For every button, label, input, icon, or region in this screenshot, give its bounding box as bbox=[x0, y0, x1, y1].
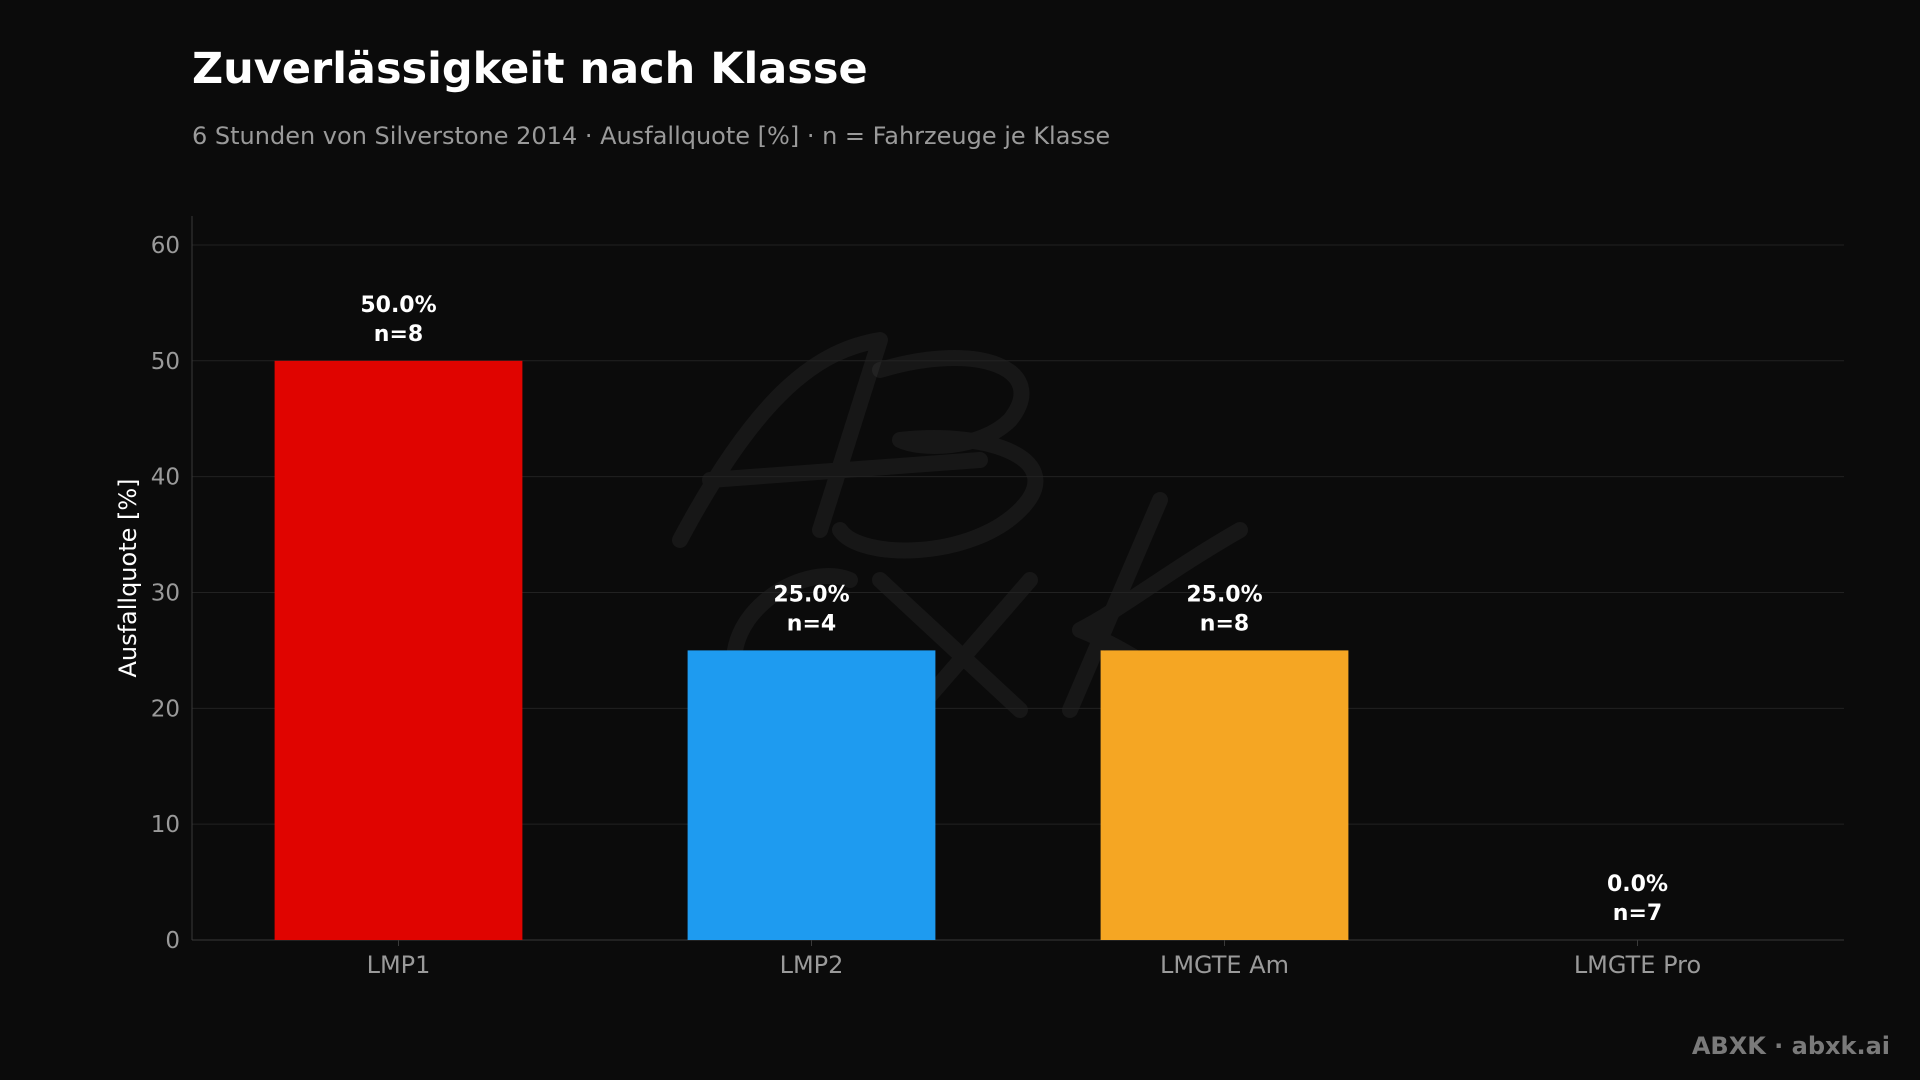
bar-value-label: 0.0% bbox=[1607, 872, 1668, 897]
bar-value-label: 50.0% bbox=[360, 293, 436, 318]
y-tick-label: 0 bbox=[165, 928, 180, 954]
bar-value-label: 25.0% bbox=[773, 582, 849, 607]
tick-labels: 0 10 20 30 40 50 60 LMP1 LMP2 LMGTE Am LMGTE Pro bbox=[151, 233, 1701, 979]
y-tick-label: 30 bbox=[151, 580, 180, 606]
chart-title: Zuverlässigkeit nach Klasse bbox=[192, 44, 868, 94]
bar-lmgte-am bbox=[1100, 650, 1349, 940]
x-tick-label: LMGTE Pro bbox=[1574, 951, 1701, 979]
chart-subtitle: 6 Stunden von Silverstone 2014 · Ausfall… bbox=[192, 122, 1111, 150]
bar-lmp2 bbox=[687, 650, 936, 940]
bar-n-label: n=8 bbox=[374, 322, 423, 347]
bar-value-label: 25.0% bbox=[1186, 582, 1262, 607]
bar-n-label: n=8 bbox=[1200, 611, 1249, 636]
y-tick-label: 10 bbox=[151, 812, 180, 838]
y-axis-title: Ausfallquote [%] bbox=[114, 478, 142, 677]
y-tick-label: 20 bbox=[151, 696, 180, 722]
bar-n-label: n=7 bbox=[1613, 901, 1662, 926]
bars bbox=[274, 360, 1349, 940]
bar-lmp1 bbox=[274, 360, 523, 940]
data-labels: 50.0% n=8 25.0% n=4 25.0% n=8 0.0% n=7 bbox=[360, 293, 1668, 926]
y-tick-label: 50 bbox=[151, 349, 180, 375]
y-tick-label: 40 bbox=[151, 465, 180, 491]
y-tick-label: 60 bbox=[151, 233, 180, 259]
x-tick-label: LMGTE Am bbox=[1160, 951, 1289, 979]
footer-credit: ABXK · abxk.ai bbox=[1691, 1032, 1890, 1060]
bar-n-label: n=4 bbox=[787, 611, 836, 636]
x-tick-label: LMP2 bbox=[780, 951, 844, 979]
x-tick-label: LMP1 bbox=[367, 951, 431, 979]
